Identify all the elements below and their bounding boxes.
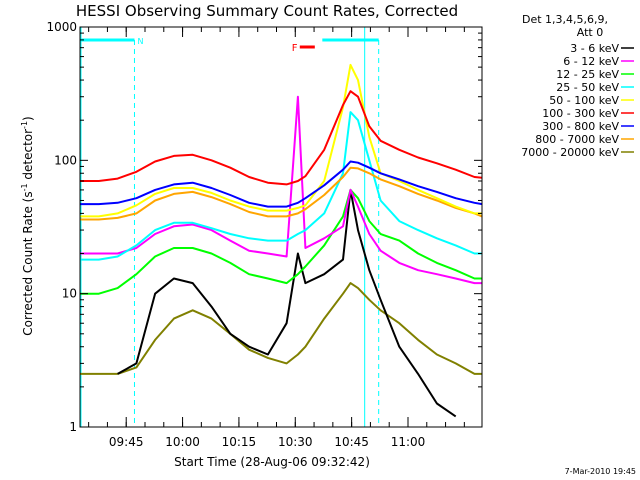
plot-frame [79,26,483,428]
series-line-8 [80,282,482,375]
x-tick-label-0: 09:45 [109,435,144,449]
series-line-0 [117,188,457,418]
series-line-1 [80,95,482,285]
series-line-5 [80,90,483,186]
series-line-4 [80,63,482,218]
y-tick-label-3: 1000 [46,20,77,34]
legend-entry-label-5: 100 - 300 keV [542,107,619,120]
y-tick-label-0: 1 [69,420,77,434]
y-axis-label: Corrected Count Rate (s-1 detector-1) [20,116,35,335]
series-line-6 [80,160,483,208]
y-axis-label-sup-2: -1 [20,121,29,129]
series-line-3 [80,111,482,261]
legend-entry-label-4: 50 - 100 keV [549,94,619,107]
x-tick-label-2: 10:15 [222,435,257,449]
x-tick-label-4: 10:45 [334,435,369,449]
legend-entry-label-3: 25 - 50 keV [556,81,619,94]
series-line-2 [80,188,482,295]
y-tick-label-1: 10 [62,287,77,301]
y-axis-label-main: Corrected Count Rate (s [21,191,35,335]
x-tick-label-3: 10:30 [278,435,313,449]
axes-layer: 1 10 100 1000 09:45 10:00 10:15 10:30 10:45 11:00 [46,20,482,449]
legend-entry-label-6: 300 - 800 keV [542,120,619,133]
y-axis-label-end: ) [21,116,35,121]
legend-entry-label-1: 6 - 12 keV [563,55,619,68]
series-line-7 [80,166,483,221]
legend-title-2: Att 0 [577,26,603,39]
y-axis-label-sup-1: -1 [20,183,29,191]
night-bar-label-0: N [137,37,143,46]
x-tick-label-5: 11:00 [391,435,426,449]
legend-title-1: Det 1,3,4,5,6,9, [522,13,608,26]
x-axis-label: Start Time (28-Aug-06 09:32:42) [174,455,370,469]
legend-entry-label-7: 800 - 7000 keV [535,133,619,146]
overlay-layer: NF [80,27,380,427]
y-axis-label-mid: detector [21,129,35,184]
chart-title: HESSI Observing Summary Count Rates, Cor… [76,2,458,20]
footer-timestamp: 7-Mar-2010 19:45 [565,467,636,476]
x-tick-label-1: 10:00 [165,435,200,449]
legend-entry-label-2: 12 - 25 keV [556,68,619,81]
y-tick-label-2: 100 [54,153,77,167]
series-layer [80,63,483,418]
legend-entry-label-8: 7000 - 20000 keV [521,146,619,159]
flare-marker-label: F [292,43,298,54]
legend-entry-label-0: 3 - 6 keV [570,42,619,55]
